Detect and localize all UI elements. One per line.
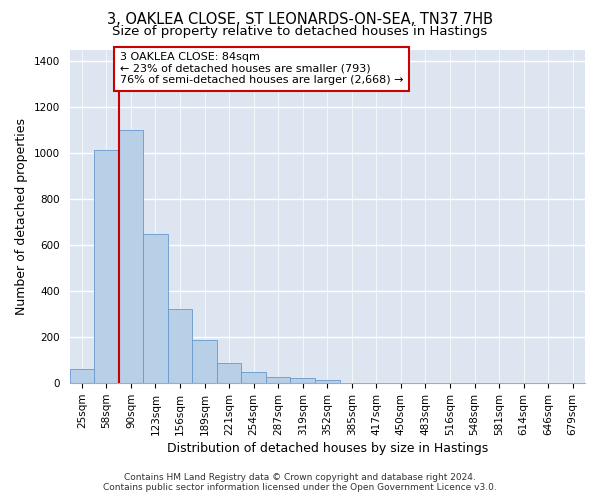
- Y-axis label: Number of detached properties: Number of detached properties: [15, 118, 28, 315]
- Text: 3 OAKLEA CLOSE: 84sqm
← 23% of detached houses are smaller (793)
76% of semi-det: 3 OAKLEA CLOSE: 84sqm ← 23% of detached …: [120, 52, 403, 86]
- Bar: [266, 377, 290, 383]
- X-axis label: Distribution of detached houses by size in Hastings: Distribution of detached houses by size …: [167, 442, 488, 455]
- Bar: [290, 378, 315, 383]
- Bar: [315, 380, 340, 383]
- Bar: [217, 362, 241, 383]
- Text: 3, OAKLEA CLOSE, ST LEONARDS-ON-SEA, TN37 7HB: 3, OAKLEA CLOSE, ST LEONARDS-ON-SEA, TN3…: [107, 12, 493, 28]
- Bar: [192, 340, 217, 383]
- Bar: [119, 130, 143, 383]
- Bar: [94, 150, 119, 383]
- Bar: [241, 372, 266, 383]
- Bar: [70, 370, 94, 383]
- Text: Contains HM Land Registry data © Crown copyright and database right 2024.
Contai: Contains HM Land Registry data © Crown c…: [103, 473, 497, 492]
- Text: Size of property relative to detached houses in Hastings: Size of property relative to detached ho…: [112, 25, 488, 38]
- Bar: [168, 308, 192, 383]
- Bar: [143, 234, 168, 383]
